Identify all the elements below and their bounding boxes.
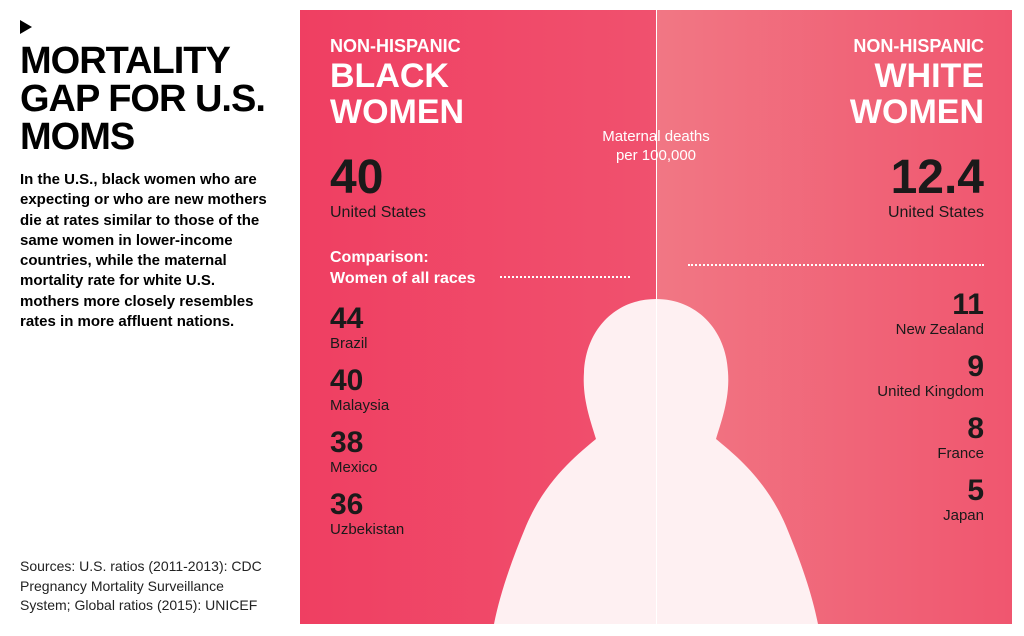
comparison-item: 36 Uzbekistan	[330, 490, 628, 538]
comparison-label-line: Women of all races	[330, 270, 476, 287]
headline: MORTALITY GAP FOR U.S. MOMS	[20, 42, 276, 156]
cmp-label: United Kingdom	[686, 383, 984, 400]
cmp-label: New Zealand	[686, 321, 984, 338]
play-icon	[20, 20, 32, 34]
cmp-value: 11	[686, 290, 984, 320]
dotted-rule-row	[686, 258, 984, 276]
group-main: BLACK	[330, 59, 628, 95]
stat-country: United States	[330, 204, 628, 222]
center-divider	[656, 10, 657, 624]
comparison-item: 38 Mexico	[330, 428, 628, 476]
description: In the U.S., black women who are expecti…	[20, 170, 276, 332]
cmp-label: Brazil	[330, 335, 628, 352]
comparison-item: 8 France	[686, 414, 984, 462]
comparison-item: 11 New Zealand	[686, 290, 984, 338]
cmp-value: 40	[330, 366, 628, 396]
comparison-item: 9 United Kingdom	[686, 352, 984, 400]
right-comparison-list: 11 New Zealand 9 United Kingdom 8 France…	[686, 290, 984, 524]
dotted-rule	[688, 264, 984, 266]
right-stat: 12.4 United States	[686, 154, 984, 222]
left-comparison-list: 44 Brazil 40 Malaysia 38 Mexico 36 Uzbek…	[330, 304, 628, 538]
dotted-rule	[500, 276, 630, 278]
text-column: MORTALITY GAP FOR U.S. MOMS In the U.S.,…	[0, 0, 300, 636]
infographic-chart: NON-HISPANIC BLACK WOMEN 40 United State…	[300, 10, 1012, 624]
cmp-value: 38	[330, 428, 628, 458]
right-group-heading: NON-HISPANIC WHITE WOMEN	[686, 36, 984, 130]
cmp-label: Japan	[686, 507, 984, 524]
cmp-value: 5	[686, 476, 984, 506]
cmp-value: 36	[330, 490, 628, 520]
group-main: WOMEN	[330, 95, 628, 131]
cmp-label: Uzbekistan	[330, 521, 628, 538]
cmp-label: Mexico	[330, 459, 628, 476]
group-main: WOMEN	[686, 95, 984, 131]
comparison-item: 40 Malaysia	[330, 366, 628, 414]
stat-value: 40	[330, 154, 628, 202]
stat-value: 12.4	[686, 154, 984, 202]
group-main: WHITE	[686, 59, 984, 95]
group-prefix: NON-HISPANIC	[686, 36, 984, 57]
cmp-label: Malaysia	[330, 397, 628, 414]
group-prefix: NON-HISPANIC	[330, 36, 628, 57]
comparison-label-line: Comparison:	[330, 249, 429, 266]
cmp-value: 9	[686, 352, 984, 382]
cmp-label: France	[686, 445, 984, 462]
cmp-value: 8	[686, 414, 984, 444]
left-panel: NON-HISPANIC BLACK WOMEN 40 United State…	[300, 10, 656, 624]
comparison-item: 44 Brazil	[330, 304, 628, 352]
left-stat: 40 United States	[330, 154, 628, 222]
center-metric-label: Maternal deaths per 100,000	[591, 128, 721, 166]
comparison-item: 5 Japan	[686, 476, 984, 524]
stat-country: United States	[686, 204, 984, 222]
sources: Sources: U.S. ratios (2011-2013): CDC Pr…	[20, 557, 276, 616]
cmp-value: 44	[330, 304, 628, 334]
comparison-label: Comparison: Women of all races	[330, 248, 628, 290]
left-group-heading: NON-HISPANIC BLACK WOMEN	[330, 36, 628, 130]
